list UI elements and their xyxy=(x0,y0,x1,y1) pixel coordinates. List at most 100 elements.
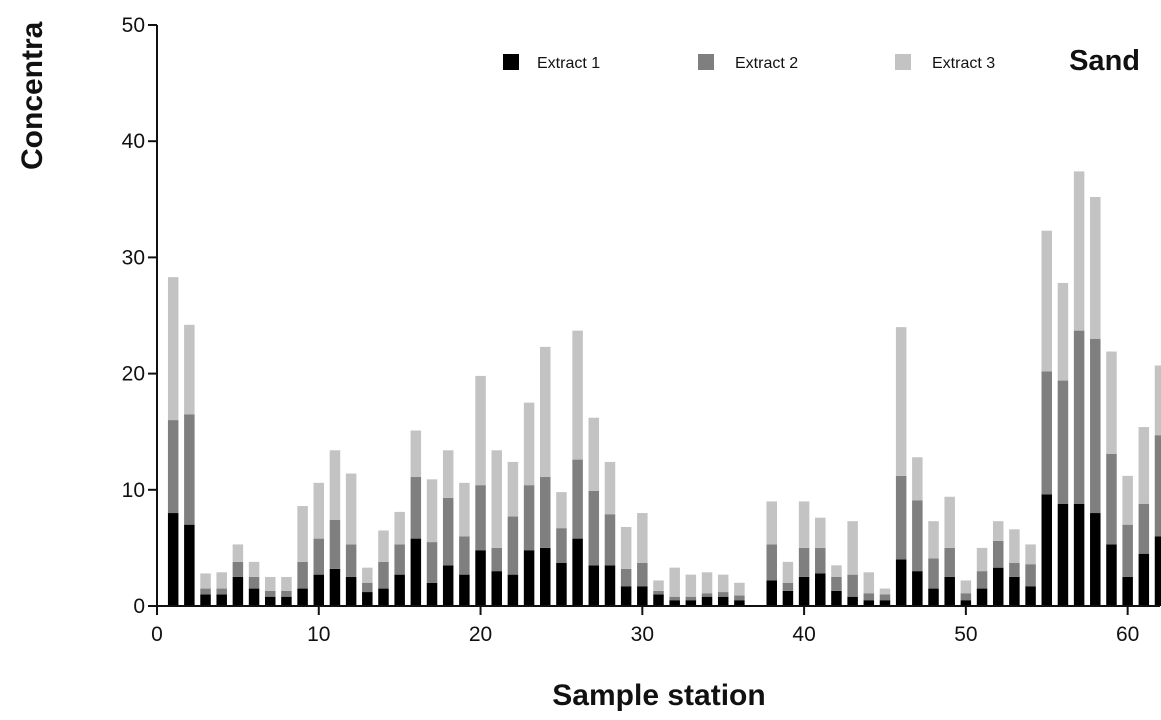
bar-station-20-extract-1 xyxy=(475,550,486,606)
bar-station-34-extract-1 xyxy=(701,596,713,606)
bar-station-34-extract-2 xyxy=(701,593,713,597)
bar-station-12-extract-3 xyxy=(345,473,357,545)
bar-station-59-extract-3 xyxy=(1106,351,1117,454)
bar-station-41-extract-2 xyxy=(815,547,826,574)
x-ticks-group: 0 10 20 30 40 50 60 xyxy=(151,606,1139,646)
bar-station-43-extract-1 xyxy=(847,596,858,606)
bar-station-58-extract-1 xyxy=(1090,513,1101,606)
bar-station-15-extract-3 xyxy=(394,511,405,545)
bar-station-23-extract-2 xyxy=(523,485,535,551)
bar-station-6-extract-3 xyxy=(248,561,260,577)
y-tick-label: 10 xyxy=(122,479,145,502)
bar-station-43-extract-3 xyxy=(847,521,858,575)
bar-station-19-extract-2 xyxy=(459,536,470,575)
bar-station-49-extract-2 xyxy=(944,547,955,577)
x-tick-label: 60 xyxy=(1116,623,1139,646)
bar-station-56-extract-1 xyxy=(1057,503,1069,606)
bar-station-18-extract-2 xyxy=(442,497,454,566)
bar-station-6-extract-1 xyxy=(248,588,260,606)
bar-station-13-extract-2 xyxy=(362,582,373,593)
bar-station-62-extract-1 xyxy=(1154,536,1161,606)
bar-station-21-extract-1 xyxy=(491,571,502,606)
panel-label: Sand xyxy=(1069,45,1140,77)
bar-station-55-extract-1 xyxy=(1041,494,1053,606)
bar-station-31-extract-2 xyxy=(653,590,664,595)
x-tick-label: 50 xyxy=(954,623,977,646)
bar-station-49-extract-3 xyxy=(944,496,955,548)
bar-station-14-extract-3 xyxy=(378,530,389,562)
bar-station-36-extract-3 xyxy=(734,582,745,596)
bar-station-59-extract-1 xyxy=(1106,544,1117,606)
bar-station-5-extract-2 xyxy=(232,561,244,577)
bar-station-33-extract-3 xyxy=(685,574,697,597)
bar-station-2-extract-1 xyxy=(184,524,195,606)
bar-station-29-extract-3 xyxy=(620,526,632,569)
bar-station-25-extract-2 xyxy=(556,528,567,564)
bar-station-23-extract-3 xyxy=(523,402,535,486)
bar-station-9-extract-2 xyxy=(297,561,308,589)
x-tick-label: 40 xyxy=(792,623,815,646)
legend-label-extract-3: Extract 3 xyxy=(932,55,995,72)
bar-station-44-extract-2 xyxy=(863,593,875,601)
bar-station-16-extract-3 xyxy=(410,430,422,478)
bar-station-8-extract-3 xyxy=(281,576,292,591)
bar-station-47-extract-3 xyxy=(912,457,923,501)
bar-station-9-extract-1 xyxy=(297,588,308,606)
bar-station-31-extract-3 xyxy=(653,580,664,591)
legend-label-extract-2: Extract 2 xyxy=(735,55,798,72)
bar-station-27-extract-2 xyxy=(588,490,600,566)
bar-station-40-extract-1 xyxy=(798,576,810,606)
bar-station-32-extract-1 xyxy=(669,600,680,606)
bar-station-46-extract-3 xyxy=(895,327,907,476)
bar-station-17-extract-2 xyxy=(426,542,438,583)
bar-station-26-extract-3 xyxy=(572,330,583,460)
bar-station-49-extract-1 xyxy=(944,576,955,606)
bar-station-57-extract-1 xyxy=(1073,503,1085,606)
bar-station-34-extract-3 xyxy=(701,572,713,594)
bar-station-60-extract-2 xyxy=(1122,524,1133,577)
bar-station-21-extract-3 xyxy=(491,450,502,548)
bar-station-45-extract-2 xyxy=(879,594,891,601)
bar-station-1-extract-3 xyxy=(167,277,179,421)
bar-station-13-extract-3 xyxy=(362,567,373,583)
bar-station-52-extract-1 xyxy=(992,567,1004,606)
bar-station-45-extract-3 xyxy=(879,588,891,595)
bar-station-12-extract-1 xyxy=(345,576,357,606)
bar-station-31-extract-1 xyxy=(653,594,664,606)
bar-station-35-extract-2 xyxy=(717,592,729,597)
bar-station-19-extract-3 xyxy=(459,482,470,537)
bar-station-20-extract-3 xyxy=(475,375,486,486)
x-tick-label: 30 xyxy=(631,623,654,646)
bar-station-44-extract-1 xyxy=(863,600,875,606)
x-axis-title: Sample station xyxy=(552,679,765,712)
bar-station-54-extract-1 xyxy=(1025,586,1036,606)
x-tick-label: 10 xyxy=(307,623,330,646)
bar-station-42-extract-1 xyxy=(831,590,842,606)
bar-station-50-extract-2 xyxy=(960,593,972,601)
bar-station-48-extract-3 xyxy=(928,521,939,559)
bar-station-30-extract-2 xyxy=(637,563,648,587)
bar-station-5-extract-3 xyxy=(232,544,244,562)
y-tick-label: 40 xyxy=(122,130,145,153)
bar-station-48-extract-2 xyxy=(928,558,939,589)
y-tick-label: 20 xyxy=(122,363,145,386)
bar-station-7-extract-3 xyxy=(264,576,276,591)
legend-swatch-extract-3 xyxy=(895,54,911,70)
bar-station-15-extract-2 xyxy=(394,544,405,575)
bar-station-13-extract-1 xyxy=(362,592,373,606)
y-axis-title: Concentra xyxy=(16,21,49,170)
bar-station-24-extract-2 xyxy=(540,477,551,548)
bar-station-1-extract-1 xyxy=(167,513,179,606)
bar-station-58-extract-3 xyxy=(1090,196,1101,339)
bar-station-4-extract-3 xyxy=(216,572,227,589)
bar-station-51-extract-2 xyxy=(976,571,988,589)
bar-station-61-extract-3 xyxy=(1138,427,1150,504)
legend-swatch-extract-1 xyxy=(503,54,519,70)
bar-station-50-extract-1 xyxy=(960,600,972,606)
bar-station-58-extract-2 xyxy=(1090,338,1101,514)
bar-station-57-extract-2 xyxy=(1073,330,1085,504)
bar-station-22-extract-1 xyxy=(507,574,519,606)
bar-station-18-extract-1 xyxy=(442,565,454,606)
bar-station-53-extract-2 xyxy=(1009,563,1020,577)
